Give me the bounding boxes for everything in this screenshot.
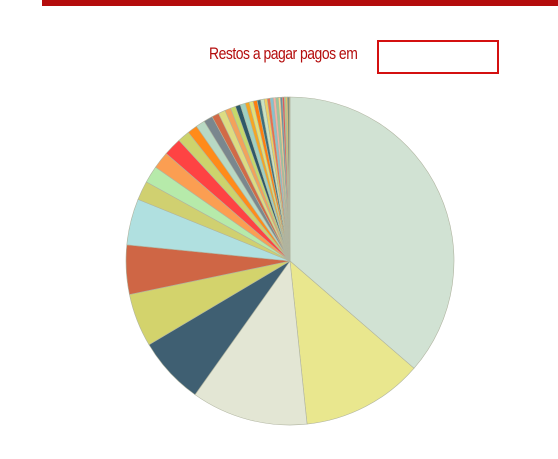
- filter-label: Restos a pagar pagos em: [209, 44, 358, 63]
- pie-slice-38[interactable]: [288, 96, 291, 262]
- pie-slice-2[interactable]: [289, 260, 415, 425]
- header-accent-bar: [42, 0, 558, 6]
- pie-slices: [125, 96, 455, 426]
- year-input[interactable]: [377, 40, 499, 74]
- filter-row: Restos a pagar pagos em: [0, 40, 558, 74]
- pie-slice-3[interactable]: [194, 260, 308, 426]
- pie-slice-1[interactable]: [289, 96, 455, 369]
